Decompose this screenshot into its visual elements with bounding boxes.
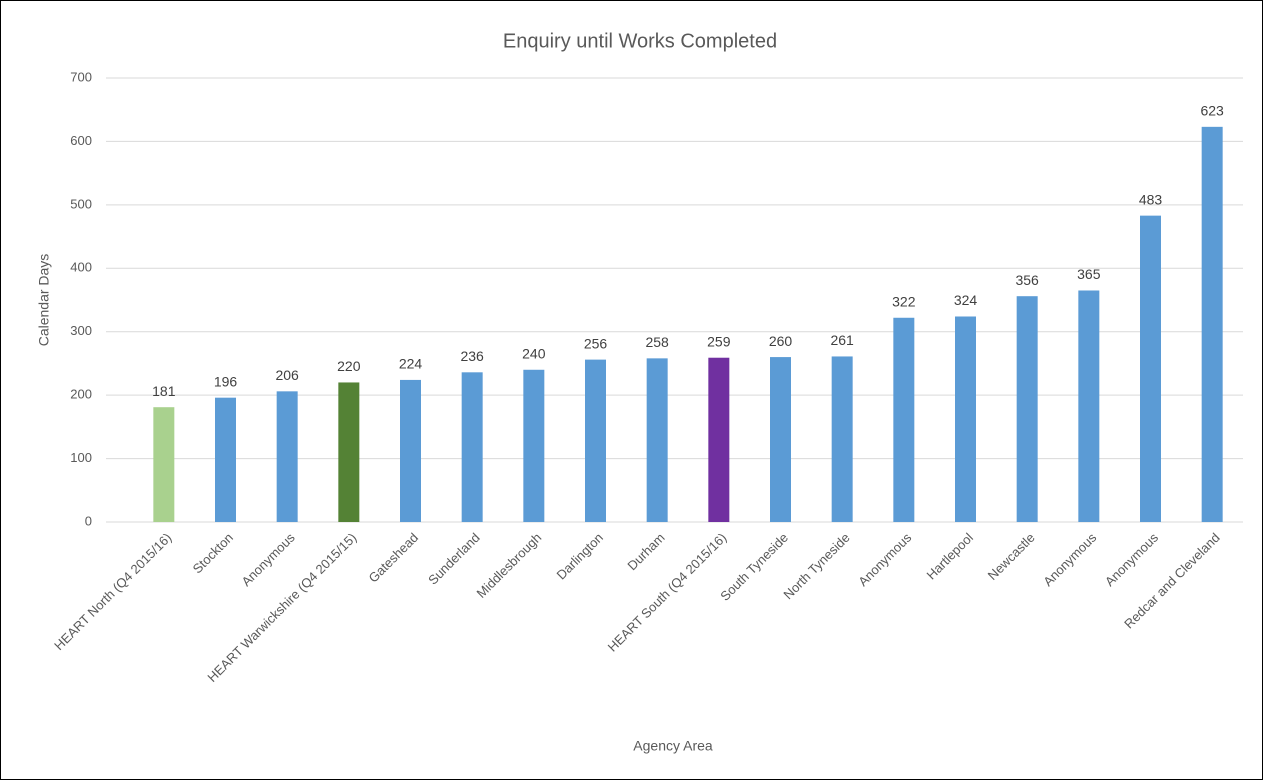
data-label: 356 [1015, 272, 1039, 288]
bar [708, 357, 730, 522]
bar [338, 382, 360, 522]
bar [400, 379, 421, 522]
data-label: 181 [152, 383, 176, 399]
data-label: 324 [954, 292, 978, 308]
bar [276, 391, 298, 522]
y-axis-title: Calendar Days [36, 254, 52, 347]
y-tick-label: 100 [70, 450, 92, 465]
bar [1078, 290, 1100, 522]
y-tick-label: 0 [85, 513, 92, 528]
data-label: 623 [1200, 103, 1224, 119]
bar [646, 358, 668, 522]
bar [770, 357, 791, 522]
y-tick-label: 600 [70, 133, 92, 148]
bar [585, 359, 606, 522]
data-label: 483 [1139, 191, 1163, 207]
data-label: 260 [769, 333, 793, 349]
bar [1016, 296, 1038, 522]
data-label: 236 [460, 348, 484, 364]
y-tick-label: 200 [70, 387, 92, 402]
bar [1140, 215, 1161, 522]
bar [955, 316, 976, 522]
data-label: 224 [399, 356, 423, 372]
bar [893, 317, 915, 522]
data-label: 206 [275, 367, 299, 383]
bar [523, 369, 545, 522]
chart-title: Enquiry until Works Completed [503, 30, 777, 52]
x-axis-title: Agency Area [633, 738, 713, 754]
data-label: 365 [1077, 266, 1101, 282]
y-tick-label: 400 [70, 260, 92, 275]
y-tick-label: 500 [70, 196, 92, 211]
bar [153, 407, 175, 522]
data-label: 240 [522, 345, 546, 361]
y-tick-label: 700 [70, 69, 92, 84]
bar [461, 372, 483, 522]
data-label: 259 [707, 333, 731, 349]
data-label: 196 [214, 373, 238, 389]
data-label: 261 [830, 332, 854, 348]
y-tick-label: 300 [70, 323, 92, 338]
data-label: 256 [584, 335, 608, 351]
bar [1201, 126, 1223, 522]
bar [215, 397, 236, 522]
data-label: 258 [645, 334, 669, 350]
data-label: 322 [892, 293, 916, 309]
bar [831, 356, 853, 522]
data-label: 220 [337, 358, 361, 374]
